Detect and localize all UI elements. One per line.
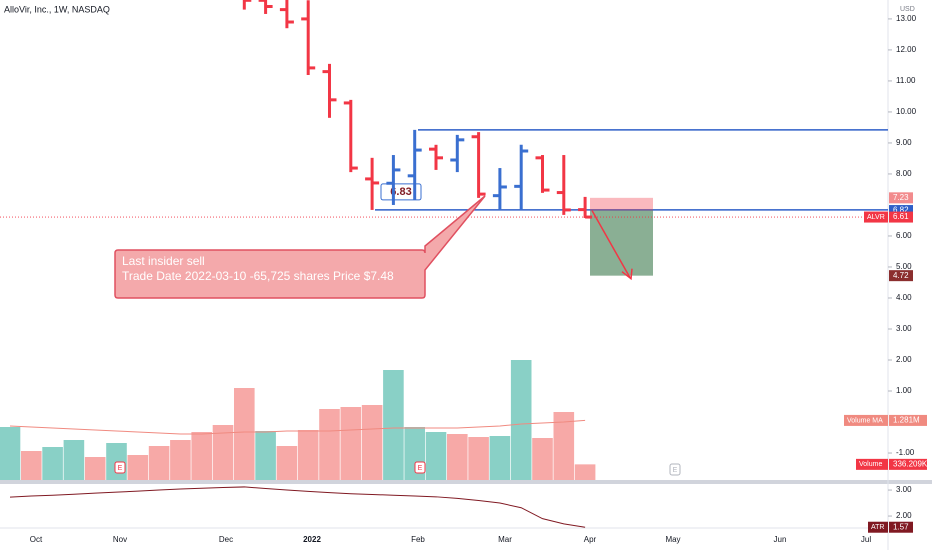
volume-bar: [84, 457, 106, 480]
volume-bar: [170, 440, 191, 480]
y-tick-label: 3.00: [896, 324, 912, 333]
volume-bar: [574, 464, 596, 480]
volume-bar: [191, 432, 212, 480]
position-arrow: [591, 210, 631, 279]
range-label: 6.83: [390, 186, 411, 198]
x-tick-label: Mar: [498, 535, 512, 544]
y-tick-label: 5.00: [896, 262, 912, 271]
x-tick-label: May: [665, 535, 680, 544]
price-label: 4.72: [893, 271, 909, 280]
volume-bar: [468, 437, 489, 480]
volume-bar: [148, 446, 170, 480]
earnings-label: E: [418, 465, 423, 472]
price-label-box: [889, 211, 913, 223]
indicator-name: Volume MA: [847, 417, 883, 424]
price-label: 7.23: [893, 193, 909, 202]
x-tick-label: Jun: [774, 535, 787, 544]
indicator-value: 1.281M: [893, 416, 920, 425]
x-tick-label: Dec: [219, 535, 233, 544]
volume-bar: [0, 427, 21, 480]
indicator-value-box: [889, 414, 927, 426]
x-tick-label: Apr: [584, 535, 597, 544]
volume-bar: [425, 432, 447, 480]
y-tick-label: 9.00: [896, 138, 912, 147]
chart-title: AlloVir, Inc., 1W, NASDAQ: [4, 4, 110, 14]
annotation-line1: Last insider sell: [122, 254, 205, 268]
x-tick-label: Nov: [113, 535, 127, 544]
position-arrow-head: [621, 268, 633, 281]
indicator-value-box: [889, 458, 927, 470]
pane-separator: [0, 480, 932, 484]
price-label-box: [889, 270, 913, 282]
y-tick-label: 11.00: [896, 76, 916, 85]
earnings-marker: [669, 463, 681, 476]
currency: USD: [900, 6, 915, 13]
y-tick-label: 10.00: [896, 107, 917, 116]
volume-bar: [510, 360, 532, 480]
range-label-box: [380, 183, 422, 201]
volume-bar: [255, 431, 276, 480]
price-pane: 6.83: [0, 0, 888, 281]
volume-bar: [63, 440, 85, 480]
y-tick-label: 2.00: [896, 355, 912, 364]
volume-bar: [532, 438, 553, 480]
x-tick-label: 2022: [303, 535, 321, 544]
indicator-value-box: [889, 521, 913, 533]
y-tick-label: 1.00: [896, 386, 912, 395]
volume-bar: [340, 407, 362, 480]
volume-bar: [361, 405, 383, 480]
indicator-name-box: [868, 521, 888, 533]
volume-bar: [212, 425, 234, 480]
earnings-marker: [414, 461, 426, 474]
indicator-name: Volume: [859, 461, 882, 468]
volume-bar: [21, 451, 42, 480]
volume-bar: [234, 388, 255, 480]
y-tick-label: -1.00: [896, 448, 915, 457]
volume-bar: [447, 434, 468, 480]
volume-bar: [383, 370, 404, 480]
indicator-name-box: [844, 414, 888, 426]
annotation-line2: Trade Date 2022-03-10 -65,725 shares Pri…: [122, 269, 394, 283]
x-tick-label: Feb: [411, 535, 425, 544]
volume-bar: [276, 446, 298, 480]
volume-bar: [297, 430, 319, 480]
atr-line: [9, 486, 586, 528]
y-tick-label: 4.00: [896, 293, 912, 302]
volume-bar: [553, 412, 575, 480]
indicator-name: ATR: [871, 524, 884, 531]
volume-bar: [127, 455, 149, 480]
volume-bar: [42, 447, 63, 480]
annotation-box: [114, 195, 486, 299]
position-reward: [590, 210, 653, 276]
volume-bar: [319, 409, 340, 480]
y-tick-label: 8.00: [896, 169, 912, 178]
x-tick-label: Oct: [30, 535, 43, 544]
atr-tick-label: 2.00: [896, 511, 912, 520]
y-tick-label: 12.00: [896, 45, 917, 54]
price-label: 6.61: [893, 212, 909, 221]
symbol-box: [864, 211, 888, 223]
position-risk: [590, 197, 653, 211]
volume-ma-line: [9, 419, 586, 435]
x-tick-label: Jul: [861, 535, 871, 544]
volume-bar: [489, 436, 511, 480]
volume-bar: [106, 443, 127, 480]
indicator-name-box: [856, 458, 888, 470]
price-label-box: [889, 192, 913, 204]
atr-tick-label: 3.00: [896, 485, 912, 494]
y-tick-label: 6.00: [896, 231, 912, 240]
earnings-marker: [114, 461, 126, 474]
price-label: 6.82: [893, 206, 909, 215]
y-tick-label: 13.00: [896, 14, 917, 23]
symbol-label: ALVR: [867, 214, 885, 221]
indicator-value: 336.209K: [893, 459, 928, 468]
price-label-box: [889, 205, 913, 217]
indicator-value: 1.57: [893, 522, 909, 531]
earnings-label: E: [118, 465, 123, 472]
earnings-label: E: [673, 467, 678, 474]
